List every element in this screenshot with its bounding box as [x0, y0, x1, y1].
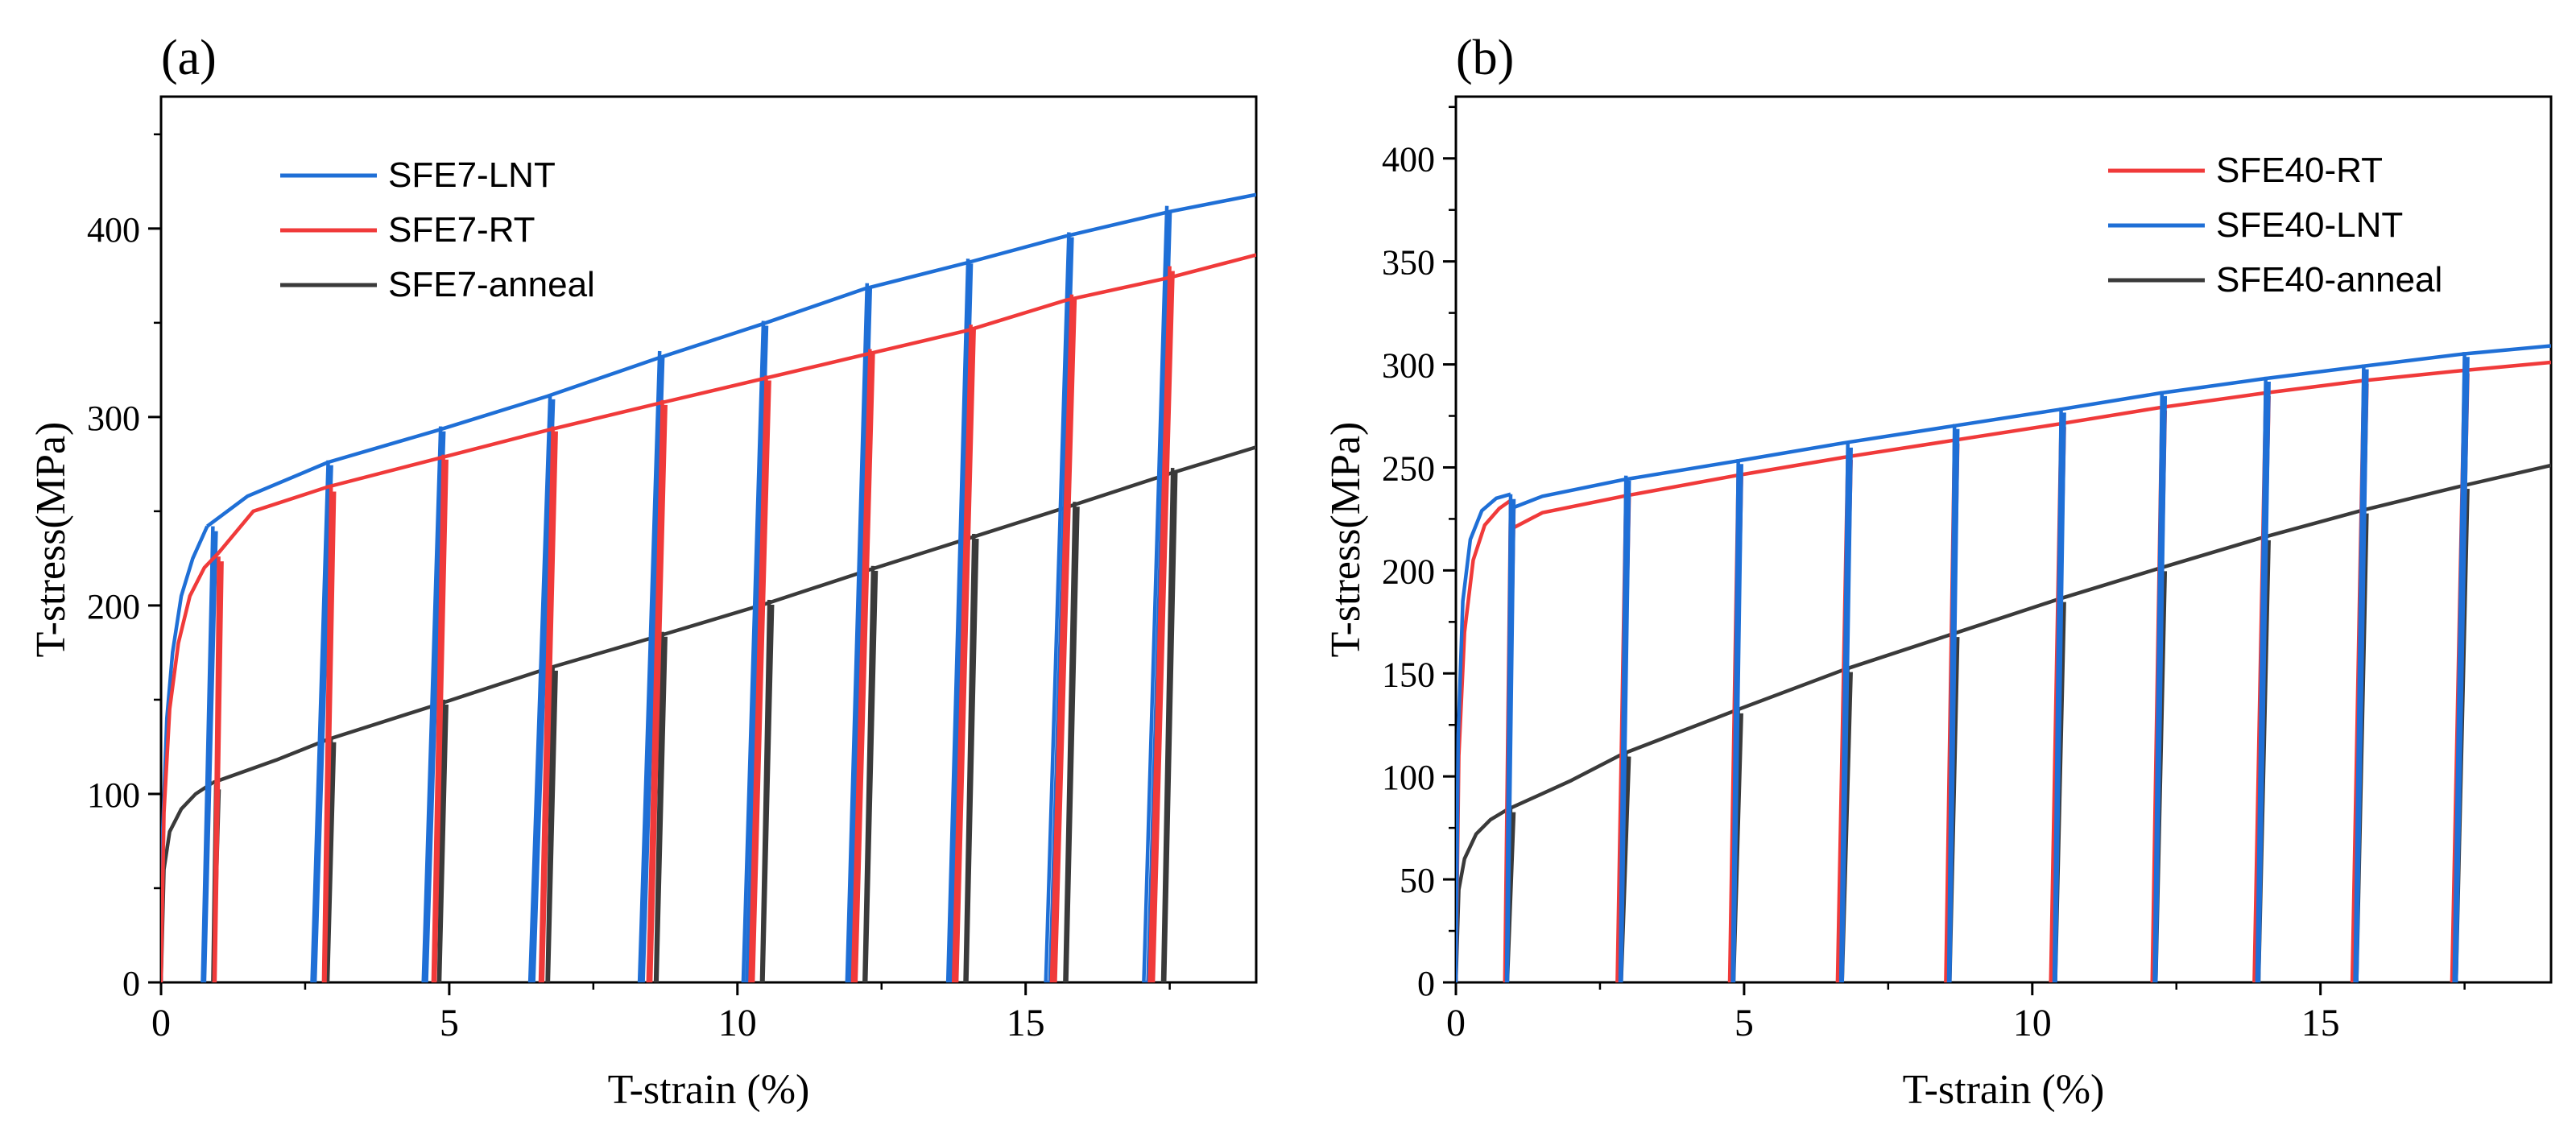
series-unload-cycle	[2255, 376, 2271, 982]
series-unload-cycle	[2452, 352, 2470, 982]
series-flow-curve	[217, 253, 1256, 554]
x-axis-label: T-strain (%)	[1903, 1067, 2105, 1113]
series-flow-curve	[1509, 360, 2551, 531]
series-unload-cycle	[2353, 364, 2369, 982]
y-tick-label: 350	[1382, 243, 1435, 283]
series-unload-cycle	[2152, 391, 2168, 982]
series-unload-cycle	[850, 349, 875, 982]
series-unload-cycle	[1504, 494, 1516, 982]
series-initial-curve	[1456, 492, 1511, 982]
series-unload-cycle	[538, 426, 558, 982]
series-unload-cycle	[963, 533, 979, 982]
y-tick-label: 400	[1382, 140, 1435, 180]
y-tick-label: 200	[87, 587, 140, 626]
y-axis-label: T-stress(MPa)	[28, 422, 74, 658]
y-tick-label: 150	[1382, 655, 1435, 694]
series-unload-cycle	[759, 599, 775, 982]
series-initial-curve	[1456, 808, 1509, 982]
x-tick-label: 15	[2301, 1002, 2340, 1044]
series-SFE40-LNT	[1456, 344, 2551, 982]
panel-a-label: (a)	[161, 31, 217, 85]
plot-frame	[159, 95, 1258, 984]
x-axis-label: T-strain (%)	[608, 1067, 810, 1113]
y-tick-label: 200	[1382, 552, 1435, 591]
x-tick-label: 10	[2013, 1002, 2052, 1044]
series-unload-cycle	[436, 699, 449, 982]
y-tick-label: 100	[1382, 758, 1435, 797]
series-unload-cycle	[321, 486, 337, 982]
y-tick-label: 300	[1382, 346, 1435, 386]
y-tick-label: 300	[87, 399, 140, 438]
series-unload-cycle	[1063, 502, 1080, 982]
series-unload-cycle	[1838, 442, 1853, 982]
y-tick-label: 400	[87, 210, 140, 250]
series-unload-cycle	[1147, 266, 1175, 982]
series-unload-cycle	[201, 526, 218, 982]
legend-label: SFE40-LNT	[2216, 205, 2403, 245]
y-tick-label: 0	[1417, 964, 1435, 1003]
series-initial-curve	[161, 551, 221, 982]
series-flow-curve	[205, 192, 1256, 528]
panel-b-label: (b)	[1456, 31, 1514, 85]
series-initial-curve	[1456, 498, 1512, 982]
plot-frame	[1454, 95, 2553, 984]
y-tick-label: 250	[1382, 449, 1435, 488]
series-unload-cycle	[2052, 407, 2066, 982]
series-unload-cycle	[545, 665, 558, 982]
x-tick-label: 0	[151, 1002, 171, 1044]
series-unload-cycle	[310, 460, 333, 982]
series-unload-cycle	[527, 394, 556, 982]
series-flow-curve	[1510, 344, 2551, 511]
series-unload-cycle	[1946, 424, 1960, 982]
series-flow-curve	[212, 445, 1256, 785]
legend-label: SFE40-RT	[2216, 151, 2383, 190]
y-axis-label: T-stress(MPa)	[1323, 422, 1369, 658]
y-tick-label: 100	[87, 775, 140, 815]
chart-panel-a: 0 5 10 15 0 100 200 300 400 T-strain (%) T-stress(…	[28, 95, 1258, 1113]
series-unload-cycle	[951, 325, 976, 982]
legend-label: SFE7-LNT	[388, 155, 556, 195]
series-unload-cycle	[431, 454, 449, 982]
series-SFE7-RT	[161, 253, 1256, 982]
series-unload-cycle	[1160, 468, 1178, 982]
legend-label: SFE7-anneal	[388, 265, 595, 304]
y-tick-label: 50	[1400, 861, 1435, 900]
series-unload-cycle	[653, 631, 668, 982]
x-tick-label: 5	[440, 1002, 459, 1044]
legend-label: SFE40-anneal	[2216, 260, 2442, 300]
series-unload-cycle	[741, 320, 769, 982]
series-flow-curve	[1507, 463, 2551, 812]
legend-label: SFE7-RT	[388, 210, 535, 250]
series-unload-cycle	[748, 375, 771, 982]
x-tick-label: 5	[1735, 1002, 1754, 1044]
series-unload-cycle	[421, 426, 446, 982]
series-unload-cycle	[862, 565, 879, 982]
series-unload-cycle	[637, 350, 665, 982]
x-tick-label: 10	[718, 1002, 757, 1044]
y-tick-label: 0	[122, 964, 140, 1003]
series-unload-cycle	[212, 556, 224, 982]
series-unload-cycle	[646, 399, 668, 982]
x-tick-label: 0	[1446, 1002, 1466, 1044]
x-tick-label: 15	[1007, 1002, 1045, 1044]
series-unload-cycle	[1049, 294, 1077, 982]
series-unload-cycle	[1730, 459, 1743, 982]
series-unload-cycle	[1618, 475, 1631, 982]
